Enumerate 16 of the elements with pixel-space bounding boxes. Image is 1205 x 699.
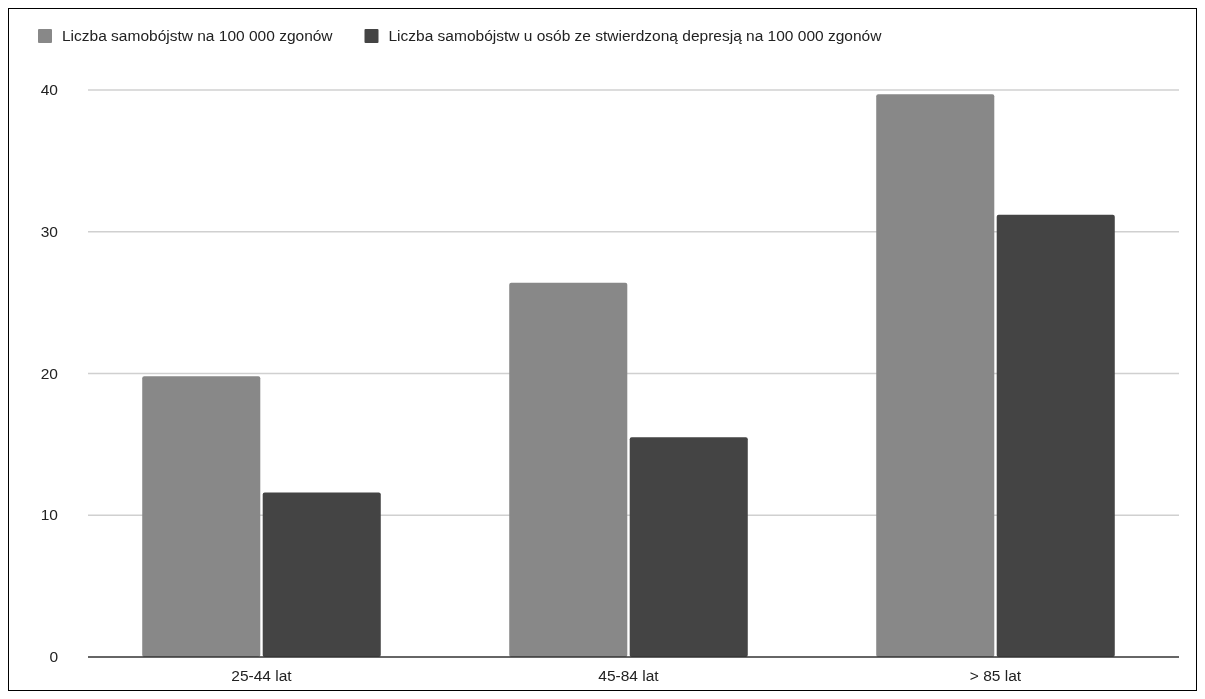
x-tick-label: 25-44 lat [231,667,293,684]
y-tick-label: 40 [40,81,59,98]
bar [262,492,381,657]
y-tick-label: 10 [40,506,59,524]
x-tick-label: 45-84 lat [598,667,660,684]
bar [142,376,261,657]
legend-label: Liczba samobójstw na 100 000 zgonów [62,27,334,44]
x-tick-label: > 85 lat [969,667,1022,684]
bar [876,94,995,657]
y-tick-label: 20 [40,364,59,382]
bar [996,214,1115,657]
bar [629,437,748,657]
y-tick-label: 30 [40,222,59,240]
legend-label: Liczba samobójstw u osób ze stwierdzoną depresją na 100 000 zgonów [388,27,883,44]
y-tick-label: 0 [49,648,59,665]
bar [509,282,628,657]
